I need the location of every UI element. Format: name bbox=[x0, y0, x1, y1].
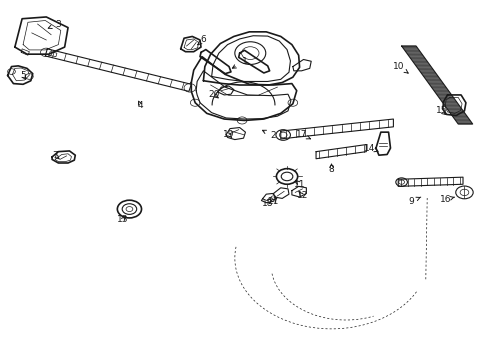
Text: 1: 1 bbox=[232, 57, 247, 68]
Text: 9: 9 bbox=[407, 197, 420, 206]
Text: 7: 7 bbox=[52, 151, 59, 160]
Text: 6: 6 bbox=[197, 36, 206, 45]
Text: 18: 18 bbox=[262, 198, 273, 207]
Text: 15: 15 bbox=[435, 107, 446, 116]
Text: 21: 21 bbox=[267, 197, 279, 206]
Text: 17: 17 bbox=[295, 130, 310, 139]
Text: 14: 14 bbox=[363, 144, 377, 153]
Text: 13: 13 bbox=[117, 215, 128, 224]
Text: 8: 8 bbox=[328, 164, 334, 174]
Text: 11: 11 bbox=[294, 180, 305, 189]
Text: 12: 12 bbox=[296, 192, 307, 201]
Text: 4: 4 bbox=[138, 101, 143, 110]
Text: 2: 2 bbox=[262, 130, 276, 140]
Text: 19: 19 bbox=[223, 130, 234, 139]
Text: 10: 10 bbox=[393, 62, 407, 73]
Text: 16: 16 bbox=[439, 195, 453, 204]
Text: 20: 20 bbox=[208, 90, 220, 99]
Text: 5: 5 bbox=[20, 71, 26, 80]
Text: 3: 3 bbox=[48, 19, 61, 28]
